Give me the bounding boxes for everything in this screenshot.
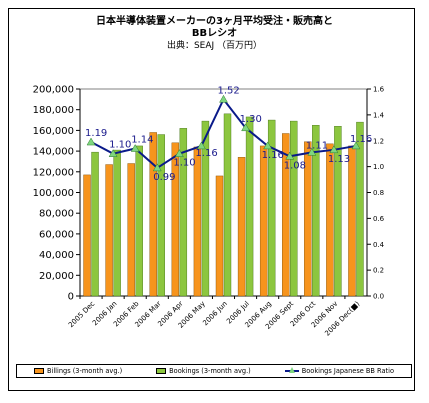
bb-ratio-data-label: 1.11 bbox=[306, 140, 328, 151]
y-left-tick-label: 140,000 bbox=[33, 147, 74, 158]
bar-bookings bbox=[135, 145, 143, 297]
y-left-tick-label: 20,000 bbox=[39, 271, 74, 282]
bb-ratio-data-label: 1.52 bbox=[218, 85, 240, 96]
bar-bookings bbox=[223, 113, 232, 297]
bb-ratio-data-label: 1.08 bbox=[284, 160, 306, 171]
plot-area bbox=[79, 88, 368, 297]
chart-title-line2: BBレシオ bbox=[191, 28, 238, 39]
bb-ratio-data-label: 1.19 bbox=[85, 128, 107, 139]
legend-billings-label: Billings (3-month avg.) bbox=[46, 367, 123, 375]
bb-ratio-marker bbox=[152, 163, 162, 172]
bb-ratio-marker bbox=[108, 149, 118, 157]
bar-bookings bbox=[179, 128, 188, 297]
bar-billings bbox=[149, 132, 157, 297]
bar-billings bbox=[237, 157, 246, 297]
legend-billings: Billings (3-month avg.) bbox=[33, 367, 123, 375]
bb-ratio-data-label: 1.10 bbox=[109, 140, 131, 151]
chart-title: 日本半導体装置メーカーの3ヶ月平均受注・販売高と bbox=[96, 16, 333, 27]
bb-ratio-marker bbox=[86, 137, 96, 146]
bar-billings bbox=[193, 146, 202, 297]
bb-ratio-marker bbox=[351, 141, 361, 150]
bar-billings bbox=[282, 133, 290, 297]
bb-ratio-data-label: 1.10 bbox=[173, 158, 195, 169]
bar-bookings bbox=[157, 134, 165, 297]
bb-ratio-marker bbox=[307, 147, 317, 156]
bar-bookings bbox=[312, 125, 320, 297]
y-left-tick-label: 160,000 bbox=[33, 126, 74, 137]
y-left-tick-label: 0 bbox=[68, 292, 74, 303]
bb-ratio-marker bbox=[285, 151, 295, 160]
chart-source: 出典：SEAJ （百万円） bbox=[166, 41, 263, 51]
bb-ratio-marker bbox=[241, 123, 251, 132]
y-right-tick-label: 1.6 bbox=[373, 86, 385, 94]
bar-billings bbox=[105, 164, 113, 297]
bb-ratio-data-label: 1.16 bbox=[195, 148, 217, 159]
bb-ratio-data-label: 1.16 bbox=[262, 150, 284, 161]
bar-bookings bbox=[267, 119, 276, 297]
y-left-tick-label: 80,000 bbox=[39, 209, 74, 220]
bb-ratio-data-label: 1.13 bbox=[328, 154, 350, 165]
bb-ratio-data-label: 0.99 bbox=[153, 172, 175, 183]
legend-bookings-label: Bookings (3-month avg.) bbox=[169, 367, 251, 375]
bar-billings bbox=[171, 142, 180, 297]
bar-billings bbox=[259, 145, 268, 297]
bb-ratio-marker bbox=[219, 94, 228, 103]
y-right-tick-label: 0.2 bbox=[373, 267, 384, 275]
x-tick-label: 2005 Dec bbox=[67, 300, 97, 330]
bb-ratio-data-label: 1.16 bbox=[350, 134, 372, 145]
bar-billings bbox=[215, 175, 224, 297]
bookings-swatch bbox=[156, 368, 167, 374]
bar-bookings bbox=[356, 121, 364, 297]
chart-frame bbox=[8, 8, 415, 391]
bb-ratio-marker bbox=[130, 144, 140, 152]
y-left-tick-label: 100,000 bbox=[33, 188, 74, 199]
y-right-tick-label: 1.0 bbox=[373, 163, 384, 171]
bar-billings bbox=[127, 163, 135, 297]
bb-ratio-marker bbox=[196, 141, 206, 150]
legend: Billings (3-month avg.) Bookings (3-mont… bbox=[16, 364, 412, 378]
bar-bookings bbox=[91, 151, 99, 297]
y-left-tick-label: 120,000 bbox=[33, 167, 74, 178]
billings-swatch bbox=[33, 368, 44, 374]
legend-bbratio-label: Bookings Japanese BB Ratio bbox=[301, 367, 394, 375]
y-right-tick-label: 1.2 bbox=[373, 137, 384, 145]
bb-ratio-data-label: 1.30 bbox=[240, 114, 262, 125]
bar-billings bbox=[348, 145, 356, 297]
y-left-tick-label: 40,000 bbox=[39, 250, 74, 261]
bb-ratio-marker bbox=[329, 145, 339, 154]
bar-bookings bbox=[334, 126, 342, 297]
bar-bookings bbox=[245, 116, 254, 297]
y-left-tick-label: 200,000 bbox=[33, 85, 74, 96]
legend-bookings: Bookings (3-month avg.) bbox=[156, 367, 251, 375]
y-left-tick-label: 180,000 bbox=[33, 105, 74, 116]
y-right-tick-label: 0.0 bbox=[373, 293, 384, 301]
y-right-tick-label: 1.4 bbox=[373, 111, 385, 119]
legend-bbratio: Bookings Japanese BB Ratio bbox=[284, 367, 394, 375]
bb-ratio-data-label: 1.14 bbox=[131, 135, 153, 146]
bar-billings bbox=[304, 141, 312, 297]
y-left-tick-label: 60,000 bbox=[39, 229, 74, 240]
bar-bookings bbox=[290, 120, 298, 297]
bb-ratio-marker bbox=[263, 141, 273, 150]
bar-bookings bbox=[113, 149, 121, 297]
bar-billings bbox=[326, 143, 334, 297]
x-tick-label: 2006 Jun bbox=[201, 300, 229, 328]
bb-ratio-marker bbox=[174, 149, 184, 157]
y-right-tick-label: 0.6 bbox=[373, 215, 385, 223]
bar-bookings bbox=[201, 120, 210, 297]
bar-billings bbox=[83, 174, 91, 297]
y-right-tick-label: 0.8 bbox=[373, 189, 384, 197]
y-right-tick-label: 0.4 bbox=[373, 241, 385, 249]
bbratio-swatch bbox=[284, 367, 299, 374]
